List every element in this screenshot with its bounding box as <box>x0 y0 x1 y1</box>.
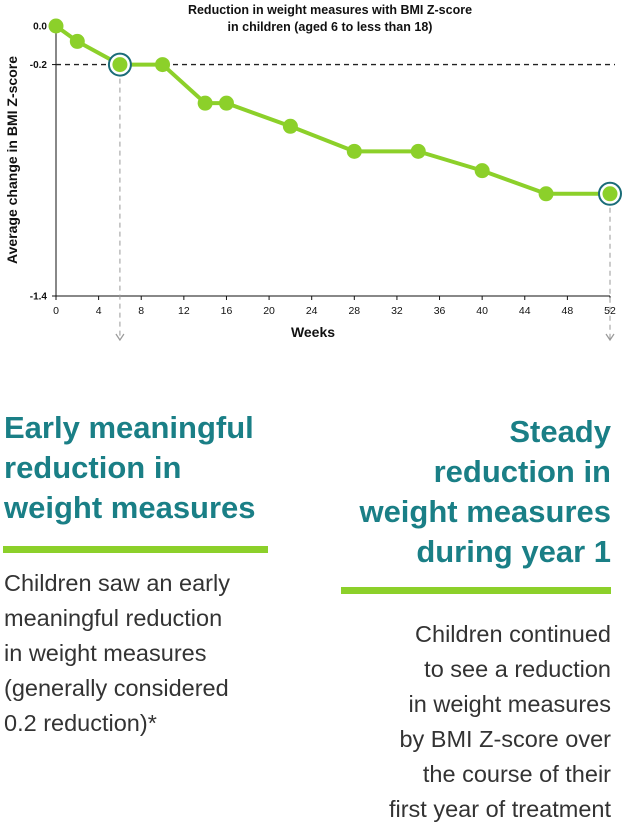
left-heading-line: Early meaningful <box>4 410 254 445</box>
down-arrow-icon <box>605 333 615 342</box>
x-tick-label: 32 <box>391 305 403 317</box>
x-tick-label: 48 <box>562 305 574 317</box>
y-ticks: 0.0 -0.2 -1.4 <box>30 22 56 303</box>
right-heading-line: weight measures <box>359 494 611 529</box>
y-tick-label: -0.2 <box>30 60 48 71</box>
right-body-line: in weight measures <box>408 691 611 717</box>
x-tick-label: 16 <box>221 305 233 317</box>
x-tick-label: 20 <box>263 305 275 317</box>
left-body-line: in weight measures <box>4 640 207 666</box>
series-line <box>54 24 612 196</box>
data-point <box>48 18 64 34</box>
x-tick-label: 8 <box>138 305 144 317</box>
right-heading: Steady reduction in weight measures duri… <box>331 412 611 572</box>
left-divider <box>3 546 268 553</box>
y-tick-label: -1.4 <box>30 292 48 303</box>
y-axis-label: Average change in BMI Z-score <box>4 56 20 264</box>
data-point <box>155 57 171 73</box>
highlighted-data-point <box>602 186 618 202</box>
x-tick-label: 24 <box>306 305 318 317</box>
right-body-line: first year of treatment <box>388 796 611 822</box>
data-point <box>282 118 298 134</box>
drop-lines <box>115 78 615 342</box>
x-ticks: 0 4 8 12 16 20 24 28 32 36 40 44 48 52 <box>53 296 616 317</box>
left-body-line: (generally considered <box>4 675 229 701</box>
x-tick-label: 4 <box>96 305 102 317</box>
right-heading-line: Steady <box>509 414 611 449</box>
data-point <box>218 95 234 111</box>
data-points <box>48 18 622 206</box>
left-body-line: Children saw an early <box>4 570 230 596</box>
left-heading-line: reduction in <box>4 450 182 485</box>
left-body-line: 0.2 reduction)* <box>4 710 157 736</box>
right-divider <box>341 587 611 594</box>
y-tick-label: 0.0 <box>33 22 47 33</box>
right-body-line: Children continued <box>415 621 611 647</box>
right-body: Children continued to see a reduction in… <box>321 617 611 827</box>
x-tick-label: 44 <box>519 305 531 317</box>
down-arrow-icon <box>115 333 125 342</box>
data-point <box>474 163 490 179</box>
left-body-line: meaningful reduction <box>4 605 223 631</box>
data-point <box>346 143 362 159</box>
chart-title-line-2: in children (aged 6 to less than 18) <box>228 20 433 34</box>
right-body-line: the course of their <box>422 761 611 787</box>
data-point <box>538 186 554 202</box>
right-heading-line: during year 1 <box>416 534 611 569</box>
x-tick-label: 12 <box>178 305 190 317</box>
left-heading-line: weight measures <box>4 490 256 525</box>
data-point <box>197 95 213 111</box>
x-tick-label: 0 <box>53 305 59 317</box>
data-point <box>69 33 85 49</box>
x-axis-label: Weeks <box>291 324 335 340</box>
right-heading-line: reduction in <box>433 454 611 489</box>
x-tick-label: 36 <box>434 305 446 317</box>
chart-title-line-1: Reduction in weight measures with BMI Z-… <box>188 3 472 17</box>
right-body-line: by BMI Z-score over <box>399 726 611 752</box>
right-body-line: to see a reduction <box>424 656 611 682</box>
x-tick-label: 40 <box>476 305 488 317</box>
highlighted-data-point <box>112 57 128 73</box>
bmi-chart: Reduction in weight measures with BMI Z-… <box>4 3 622 342</box>
left-body: Children saw an early meaningful reducti… <box>4 566 274 741</box>
left-heading: Early meaningful reduction in weight mea… <box>4 408 274 528</box>
x-tick-label: 28 <box>348 305 360 317</box>
data-point <box>410 143 426 159</box>
